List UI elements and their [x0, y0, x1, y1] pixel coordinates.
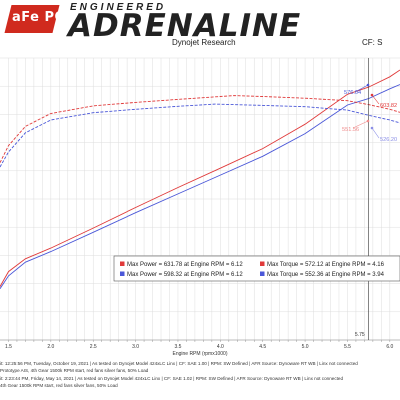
- series-line-1: [0, 69, 400, 287]
- run-line-1-notes: Prototype AIS, 4th Gear 1500k RPM start,…: [0, 368, 149, 373]
- x-tick-label: 2.5: [90, 344, 97, 350]
- brand-main-text: ADRENALINE: [68, 8, 302, 44]
- run-line-2-notes: 4th Gear 1500k RPM start, red fans silve…: [0, 383, 118, 388]
- x-tick-label: 2.0: [47, 344, 54, 350]
- readout-arrow: [354, 84, 369, 93]
- rpm-cursor-label: 5.75: [355, 332, 365, 338]
- legend-swatch-3: [260, 261, 265, 266]
- readout-arrow: [352, 120, 369, 129]
- legend-swatch-1: [120, 261, 125, 266]
- series-line-4: [0, 103, 400, 168]
- legend-box: [113, 255, 400, 282]
- legend-entry-1: Max Power = 631.78 at Engine RPM = 6.12: [127, 262, 243, 268]
- readout-value-3: 551.56: [342, 127, 359, 133]
- readout-arrow: [371, 127, 380, 139]
- x-tick-label: 4.5: [259, 344, 266, 350]
- legend-swatch-4: [260, 271, 265, 276]
- readout-arrowhead: [370, 93, 374, 97]
- readout-arrowhead: [370, 126, 374, 130]
- dyno-chart: 1.5 2.0 2.5 3.0 3.5 4.0 4.5 5.0 5.5 6.0 Engine RPM…: [0, 57, 400, 357]
- readout-arrow: [371, 94, 380, 105]
- legend-entry-4: Max Torque = 552.36 at Engine RPM = 3.94: [267, 272, 385, 278]
- run-line-1: it: 12:25:56 PM, Tuesday, October 19, 20…: [0, 361, 358, 366]
- x-tick-label: 1.5: [5, 344, 12, 350]
- readout-arrowhead: [366, 119, 370, 123]
- x-tick-label: 5.0: [302, 344, 309, 350]
- series-line-3: [0, 95, 400, 163]
- correction-factor-label: CF: S: [362, 38, 383, 47]
- legend-swatch-2: [120, 271, 125, 276]
- run-details-footer: it: 12:25:56 PM, Tuesday, October 19, 20…: [0, 357, 400, 400]
- brand-top-text: ENGINEERED: [70, 2, 167, 13]
- x-tick-label: 6.0: [386, 344, 393, 350]
- afe-logo-text: aFe POWER: [12, 10, 101, 25]
- chart-subtitle: Dynojet Research: [172, 38, 236, 47]
- run-line-2: it: 2:23:44 PM, Friday, May 14, 2021 | A…: [0, 376, 344, 381]
- readout-value-1: 576.04: [344, 90, 361, 96]
- legend-entry-3: Max Torque = 572.12 at Engine RPM = 4.16: [267, 262, 385, 268]
- x-tick-label: 4.0: [217, 344, 224, 350]
- header: aFe POWER ENGINEERED ADRENALINE Dynojet …: [0, 0, 400, 52]
- readout-arrowhead: [366, 83, 370, 87]
- x-tick-label: 5.5: [344, 344, 351, 350]
- legend-entry-2: Max Power = 598.32 at Engine RPM = 6.12: [127, 272, 243, 278]
- x-tick-label: 3.0: [132, 344, 139, 350]
- series-line-2: [0, 84, 400, 289]
- readout-value-4: 526.20: [380, 137, 397, 143]
- readout-value-2: 603.82: [380, 103, 397, 109]
- x-axis-label: Engine RPM (rpmx1000): [172, 351, 227, 357]
- x-tick-label: 3.5: [174, 344, 181, 350]
